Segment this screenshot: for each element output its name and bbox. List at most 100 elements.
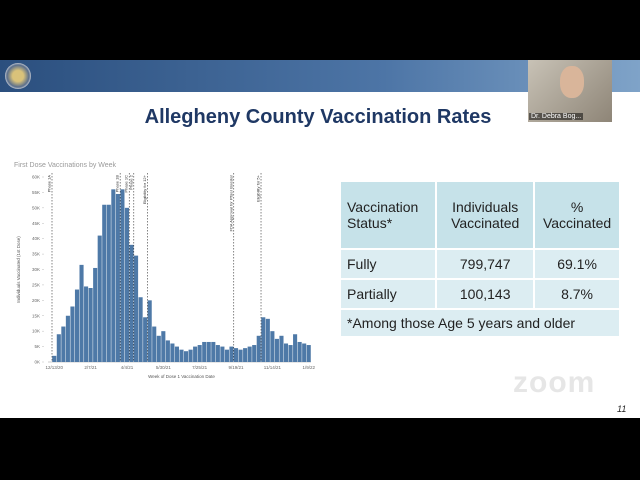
bar	[120, 189, 125, 362]
chart: First Dose Vaccinations by Week 0K 5K 10K 15…	[14, 162, 315, 379]
bar	[197, 345, 202, 362]
bar	[134, 255, 139, 362]
bar	[174, 346, 180, 362]
participant-face	[560, 66, 584, 98]
participant-name: Dr. Debra Bog...	[529, 113, 584, 120]
y-tick-label: 35K	[32, 252, 40, 257]
cell: 8.7%	[535, 280, 619, 308]
y-tick-label: 55K	[32, 190, 40, 195]
bar	[156, 335, 161, 362]
x-axis-label: Week of Dose 1 Vaccination Date	[148, 374, 215, 379]
cell: 69.1%	[535, 250, 619, 278]
annotation-label: Phase 2	[128, 174, 133, 189]
y-tick-label: 40K	[32, 236, 40, 241]
bar	[211, 341, 216, 362]
bar	[56, 334, 61, 362]
x-tick-label: 4/4/21	[121, 365, 134, 370]
table-row: Partially 100,143 8.7%	[341, 280, 619, 308]
bar	[79, 264, 84, 362]
y-axis-label: Individuals Vaccinated (1st Dose)	[16, 236, 21, 303]
annotation-label: Phase 1B	[115, 175, 120, 193]
bar	[170, 343, 175, 362]
bar	[61, 326, 66, 362]
y-tick-label: 30K	[32, 267, 40, 272]
bar	[302, 343, 307, 362]
bar	[143, 317, 148, 362]
x-tick-label: 11/14/21	[264, 365, 282, 370]
bar	[279, 335, 284, 362]
annotation-label: Eligibility for 5+	[256, 174, 261, 202]
cell: Partially	[341, 280, 436, 308]
bar	[270, 331, 275, 362]
zoom-watermark: zoom	[513, 366, 596, 399]
y-tick-label: 0K	[34, 360, 40, 365]
cell: Fully	[341, 250, 436, 278]
bar	[147, 300, 152, 362]
annotation-label: FDA Approval for Pfizer Booster	[228, 174, 233, 231]
x-tick-label: 5/30/21	[156, 365, 172, 370]
bar	[243, 348, 248, 362]
bar	[65, 315, 70, 362]
table-header: Vaccination Status* Individuals Vaccinat…	[341, 182, 619, 248]
bar	[247, 346, 252, 362]
bar	[293, 334, 298, 362]
annotation-label: Phase 1A	[47, 175, 52, 193]
bar	[129, 244, 134, 362]
vaccination-table: Vaccination Status* Individuals Vaccinat…	[339, 180, 621, 338]
x-tick-label: 7/25/21	[192, 365, 208, 370]
bar	[288, 345, 293, 362]
bar	[233, 348, 239, 362]
y-tick-label: 25K	[32, 282, 40, 287]
header-cell: Vaccination Status*	[341, 182, 436, 248]
bar	[179, 349, 184, 362]
bar	[88, 288, 93, 362]
bar	[70, 306, 75, 362]
bar	[52, 355, 57, 362]
bar	[165, 340, 170, 362]
cell: 799,747	[437, 250, 534, 278]
table-footnote-row: *Among those Age 5 years and older	[341, 310, 619, 336]
x-tick-label: 9/19/21	[229, 365, 245, 370]
bar	[193, 346, 198, 362]
bar	[224, 349, 229, 362]
bar	[229, 346, 234, 362]
bar	[265, 318, 270, 362]
slide-title: Allegheny County Vaccination Rates	[144, 106, 492, 128]
y-tick-label: 15K	[32, 313, 40, 318]
bar	[97, 235, 102, 362]
bar	[274, 338, 279, 362]
bar	[252, 345, 257, 362]
bar	[74, 289, 80, 362]
bar	[138, 297, 143, 362]
y-tick-label: 60K	[32, 175, 40, 180]
bar	[115, 193, 120, 362]
bar	[183, 351, 189, 362]
participant-video[interactable]: Dr. Debra Bog...	[528, 60, 612, 122]
county-logo	[5, 63, 31, 89]
bar	[111, 189, 116, 362]
bar	[124, 207, 130, 362]
chart-title: First Dose Vaccinations by Week	[14, 162, 117, 169]
bar	[297, 341, 302, 362]
header-cell: Individuals Vaccinated	[437, 182, 534, 248]
bar	[238, 349, 243, 362]
footnote: *Among those Age 5 years and older	[341, 310, 619, 336]
x-tick-label: 12/13/20	[46, 365, 64, 370]
bar	[215, 345, 220, 362]
header-cell: % Vaccinated	[535, 182, 619, 248]
y-tick-label: 20K	[32, 298, 40, 303]
bar	[283, 343, 289, 362]
y-tick-label: 50K	[32, 205, 40, 210]
cell: 100,143	[437, 280, 534, 308]
annotation-label: Eligibility for 12+	[142, 174, 147, 204]
bar	[102, 204, 107, 362]
bar	[306, 345, 311, 362]
bar	[256, 335, 261, 362]
x-tick-label: 2/7/21	[84, 365, 97, 370]
y-tick-label: 10K	[32, 329, 40, 334]
bar	[261, 317, 266, 362]
bar	[84, 286, 89, 362]
bar	[188, 349, 193, 362]
bar	[202, 341, 207, 362]
